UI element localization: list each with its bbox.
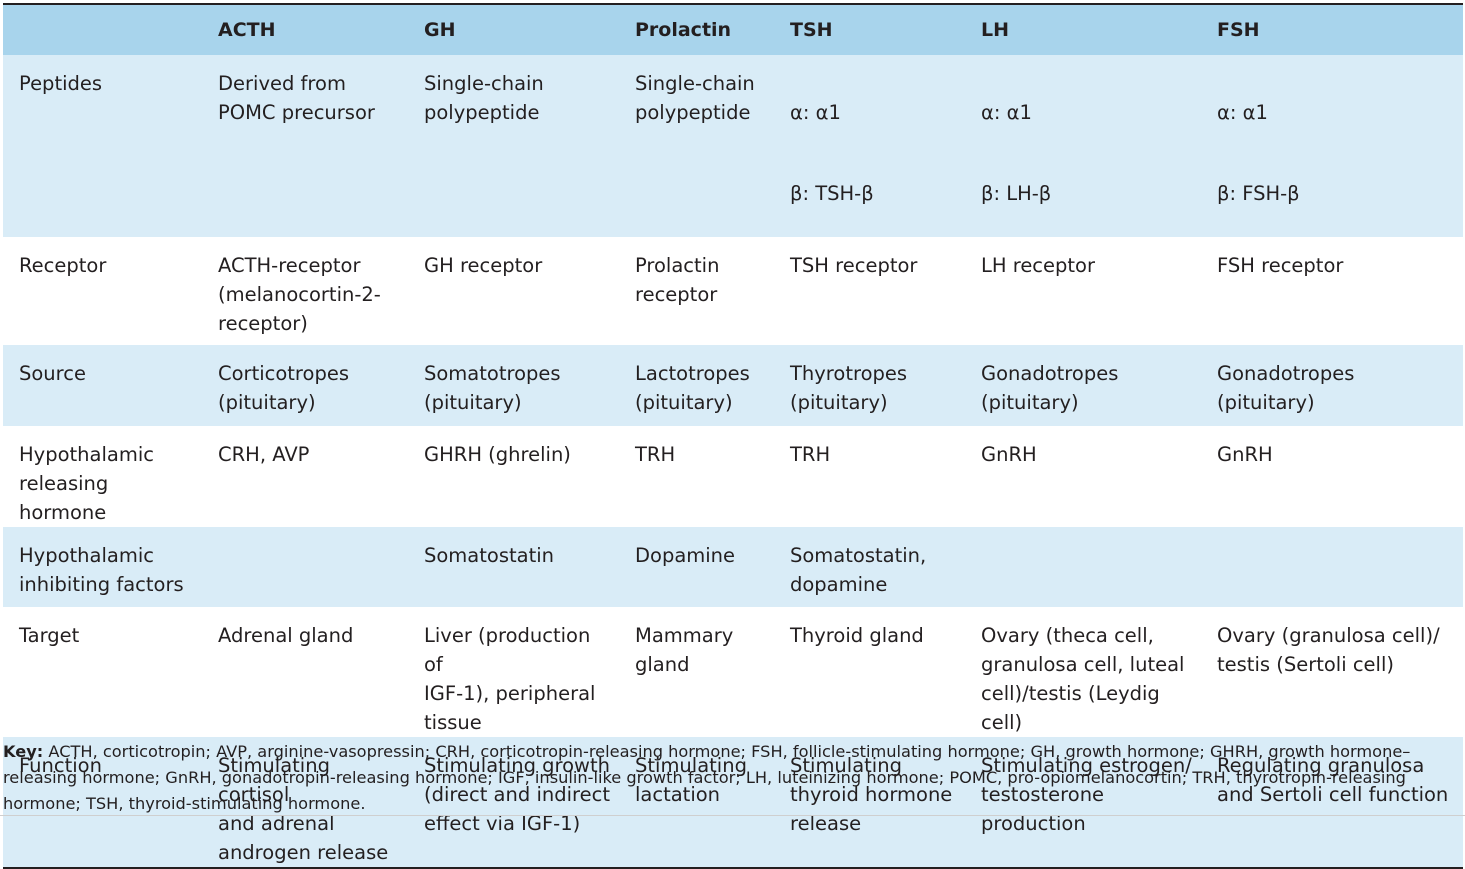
table-row-releasing-hormone: Hypothalamic releasing hormone CRH, AVP …	[3, 426, 1463, 527]
beta-subunit-text: β: FSH-β	[1217, 182, 1300, 205]
table-cell: Somatostatin	[424, 544, 555, 567]
table-cell: Gonadotropes (pituitary)	[981, 362, 1119, 414]
header-cell-acth: ACTH	[202, 3, 408, 55]
key-text: ACTH, corticotropin; AVP, arginine-vasop…	[3, 742, 1411, 813]
table-cell: GH receptor	[424, 254, 543, 277]
table-cell: CRH, AVP	[218, 443, 310, 466]
table-cell: Single-chain polypeptide	[424, 72, 544, 124]
header-cell-lh: LH	[965, 3, 1201, 55]
table-cell: Somatostatin, dopamine	[790, 544, 927, 596]
table-row-source: Source Corticotropes (pituitary) Somatot…	[3, 345, 1463, 426]
header-cell-prolactin: Prolactin	[619, 3, 774, 55]
row-label-source: Source	[19, 362, 86, 385]
table-cell: Ovary (theca cell, granulosa cell, lutea…	[981, 624, 1185, 734]
header-cell-tsh: TSH	[774, 3, 965, 55]
table-cell: ACTH-receptor (melanocortin-2- receptor)	[218, 254, 381, 335]
table-cell: Mammary gland	[635, 624, 734, 676]
table-cell: LH receptor	[981, 254, 1096, 277]
table-cell: GnRH	[1217, 443, 1273, 466]
table-cell: Lactotropes (pituitary)	[635, 362, 750, 414]
row-label-releasing-hormone: Hypothalamic releasing hormone	[19, 443, 154, 524]
row-label-receptor: Receptor	[19, 254, 107, 277]
table-header-row: ACTH GH Prolactin TSH LH FSH	[3, 3, 1463, 55]
table-cell: Ovary (granulosa cell)/ testis (Sertoli …	[1217, 624, 1440, 676]
row-label-target: Target	[19, 624, 80, 647]
table-cell: Thyroid gland	[790, 624, 924, 647]
pituitary-hormone-table: ACTH GH Prolactin TSH LH FSH Peptides De…	[3, 3, 1463, 869]
table-row-inhibiting-factors: Hypothalamic inhibiting factors Somatost…	[3, 527, 1463, 607]
table-cell: Thyrotropes (pituitary)	[790, 362, 908, 414]
table-cell: Adrenal gland	[218, 624, 354, 647]
table-cell: Liver (production of IGF-1), peripheral …	[424, 624, 596, 734]
table-cell: α: α1 β: FSH-β	[1201, 55, 1463, 237]
table-cell: TRH	[635, 443, 676, 466]
table-row-peptides: Peptides Derived from POMC precursor Sin…	[3, 55, 1463, 237]
table-cell: GnRH	[981, 443, 1037, 466]
beta-subunit-text: β: TSH-β	[790, 182, 874, 205]
table-cell: TSH receptor	[790, 254, 918, 277]
table-row-target: Target Adrenal gland Liver (production o…	[3, 607, 1463, 737]
table-cell: α: α1 β: LH-β	[965, 55, 1201, 237]
table-cell: Dopamine	[635, 544, 736, 567]
table-cell: Single-chain polypeptide	[635, 72, 755, 124]
table-cell	[1201, 527, 1463, 607]
header-cell-corner	[3, 3, 202, 55]
table-cell	[202, 527, 408, 607]
table-cell: FSH receptor	[1217, 254, 1344, 277]
table-cell: Gonadotropes (pituitary)	[1217, 362, 1355, 414]
table-cell: Derived from POMC precursor	[218, 72, 375, 124]
row-label-peptides: Peptides	[19, 72, 103, 95]
table-row-receptor: Receptor ACTH-receptor (melanocortin-2- …	[3, 237, 1463, 345]
table-cell: GHRH (ghrelin)	[424, 443, 571, 466]
table-cell	[965, 527, 1201, 607]
alpha-subunit-text: α: α1	[790, 101, 841, 124]
hormone-table-container: ACTH GH Prolactin TSH LH FSH Peptides De…	[3, 3, 1463, 869]
abbreviation-key: Key: ACTH, corticotropin; AVP, arginine-…	[3, 739, 1461, 817]
table-cell: Prolactin receptor	[635, 254, 720, 306]
table-cell: Somatotropes (pituitary)	[424, 362, 561, 414]
header-cell-fsh: FSH	[1201, 3, 1463, 55]
row-label-inhibiting-factors: Hypothalamic inhibiting factors	[19, 544, 184, 596]
table-cell: Corticotropes (pituitary)	[218, 362, 349, 414]
alpha-subunit-text: α: α1	[981, 101, 1032, 124]
beta-subunit-text: β: LH-β	[981, 182, 1052, 205]
header-cell-gh: GH	[408, 3, 619, 55]
bottom-divider	[0, 815, 1465, 816]
table-cell: TRH	[790, 443, 831, 466]
table-cell: α: α1 β: TSH-β	[774, 55, 965, 237]
alpha-subunit-text: α: α1	[1217, 101, 1268, 124]
key-label: Key:	[3, 742, 44, 761]
